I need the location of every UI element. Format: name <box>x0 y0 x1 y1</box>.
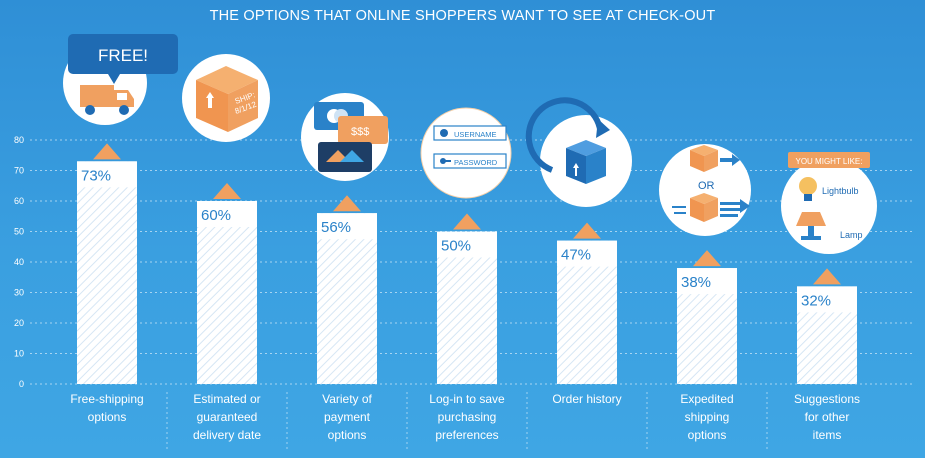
package-icon: SHIP: 8/1/12 <box>182 54 270 142</box>
category-label: payment <box>324 410 371 424</box>
bar <box>77 161 137 384</box>
bar-label-area <box>77 161 137 188</box>
category-label: items <box>813 428 842 442</box>
category-label: shipping <box>685 410 730 424</box>
category-label: guaranteed <box>197 410 258 424</box>
bar-value-label: 60% <box>201 207 231 224</box>
category-label: options <box>328 428 367 442</box>
category-label: Expedited <box>680 392 733 406</box>
login-form-icon: USERNAME PASSWORD <box>420 107 512 199</box>
y-tick-label: 50 <box>14 227 24 237</box>
lightbulb-text: Lightbulb <box>822 186 859 196</box>
category-label: Estimated or <box>193 392 260 406</box>
suggestions-icon: YOU MIGHT LIKE: Lightbulb Lamp <box>781 152 877 254</box>
history-box-icon <box>525 97 632 207</box>
expedited-boxes-icon: OR <box>659 144 751 236</box>
y-tick-label: 30 <box>14 288 24 298</box>
bar-label-area <box>677 268 737 295</box>
bar-arrow <box>813 268 841 285</box>
bar-arrow <box>453 213 481 230</box>
category-label: purchasing <box>438 410 497 424</box>
bar-label-area <box>437 231 497 258</box>
bar-group: 73% <box>77 143 137 384</box>
bar-arrow <box>573 222 601 239</box>
category-label: for other <box>805 410 850 424</box>
bar-value-label: 73% <box>81 167 111 184</box>
free-badge-text: FREE! <box>98 46 148 65</box>
bar <box>317 213 377 384</box>
y-tick-label: 40 <box>14 257 24 267</box>
bar-value-label: 38% <box>681 274 711 291</box>
bar-group: 56% <box>317 195 377 384</box>
bar-value-label: 50% <box>441 238 471 255</box>
truck-icon: FREE! <box>63 34 178 125</box>
bar-label-area <box>317 213 377 240</box>
category-label: options <box>688 428 727 442</box>
bar-arrow <box>693 250 721 267</box>
password-field-label: PASSWORD <box>454 158 498 167</box>
category-label: delivery date <box>193 428 261 442</box>
bar-label-area <box>557 240 617 267</box>
bars: 73% 60% 56% 50% 47% 38% 32% <box>77 143 857 384</box>
y-tick-label: 10 <box>14 349 24 359</box>
y-axis: 0 10 20 30 40 50 60 70 80 <box>14 135 24 389</box>
bar-value-label: 56% <box>321 219 351 236</box>
bar <box>197 201 257 384</box>
you-might-like-text: YOU MIGHT LIKE: <box>796 157 863 166</box>
bar-value-label: 47% <box>561 247 591 264</box>
y-tick-label: 80 <box>14 135 24 145</box>
category-label: Log-in to save <box>429 392 505 406</box>
category-label: options <box>88 410 127 424</box>
bar-group: 38% <box>677 250 737 384</box>
y-tick-label: 60 <box>14 196 24 206</box>
dollar-text: $$$ <box>351 126 369 138</box>
bar-label-area <box>197 201 257 227</box>
bar-group: 47% <box>557 222 617 384</box>
or-text: OR <box>698 180 715 192</box>
y-tick-label: 70 <box>14 166 24 176</box>
category-label: Suggestions <box>794 392 860 406</box>
bar-arrow <box>213 183 241 199</box>
bar-value-label: 32% <box>801 292 831 309</box>
category-labels: Free-shipping options Estimated or guarante… <box>70 392 860 452</box>
lamp-text: Lamp <box>840 230 863 240</box>
credit-cards-icon: $$$ <box>301 93 389 181</box>
bar-arrow <box>333 195 361 212</box>
category-label: preferences <box>435 428 498 442</box>
chart-title: THE OPTIONS THAT ONLINE SHOPPERS WANT TO… <box>209 8 716 24</box>
bar-label-area <box>797 286 857 313</box>
bar-arrow <box>93 143 121 160</box>
category-label: Free-shipping <box>70 392 143 406</box>
bar-group: 60% <box>197 183 257 384</box>
y-tick-label: 0 <box>19 379 24 389</box>
category-label: Variety of <box>322 392 372 406</box>
bar-group: 50% <box>437 213 497 384</box>
category-label: Order history <box>552 392 621 406</box>
y-tick-label: 20 <box>14 318 24 328</box>
username-field-label: USERNAME <box>454 130 497 139</box>
bar-group: 32% <box>797 268 857 384</box>
